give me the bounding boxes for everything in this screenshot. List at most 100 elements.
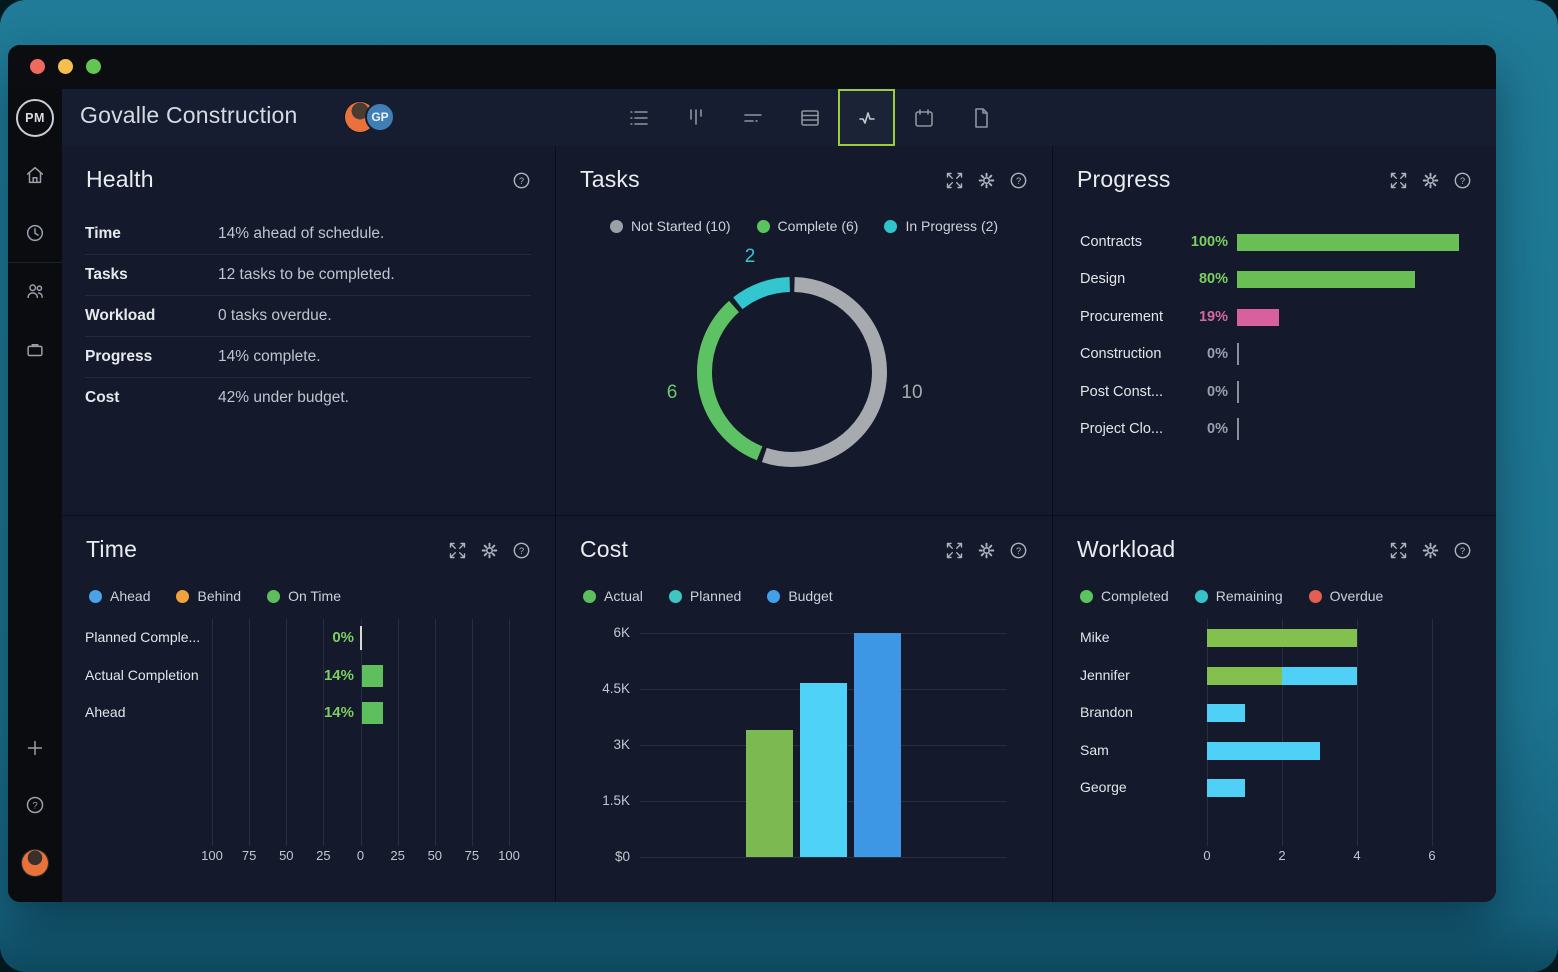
sidebar-item-portfolio[interactable] — [24, 339, 46, 361]
panel-cost: Cost ? Actual Planned Budget 6K 4.5K 3K 1.5K $… — [556, 516, 1053, 902]
progress-row-pct: 100% — [1190, 233, 1228, 250]
pm-logo-icon: PM — [16, 98, 54, 137]
grid-line — [640, 857, 1007, 858]
help-icon: ? — [1008, 170, 1030, 192]
x-axis-label: 2 — [1278, 848, 1286, 863]
tasks-legend-item[interactable]: Complete (6) — [756, 218, 858, 234]
expand-button[interactable] — [944, 540, 966, 562]
legend-dot — [583, 589, 596, 603]
workload-bar-remaining — [1207, 742, 1320, 760]
progress-row: Design 80% — [1080, 261, 1476, 298]
cost-legend-item[interactable]: Budget — [767, 588, 833, 604]
settings-button[interactable] — [976, 170, 998, 192]
time-row-label: Ahead — [85, 704, 126, 720]
toolbar-button-calendar-view[interactable] — [895, 89, 952, 146]
dashboard-view-icon — [855, 106, 879, 130]
cost-legend-item[interactable]: Actual — [583, 588, 643, 604]
zero-value-tick — [1237, 418, 1239, 440]
time-legend-item[interactable]: Ahead — [89, 588, 150, 604]
workload-legend-item[interactable]: Overdue — [1308, 588, 1383, 604]
help-button[interactable]: ? — [511, 540, 533, 562]
help-button[interactable]: ? — [1008, 170, 1030, 192]
expand-icon — [944, 170, 966, 192]
legend-dot — [1080, 589, 1093, 603]
close-window-button[interactable] — [30, 59, 45, 74]
donut-label: 2 — [744, 246, 756, 267]
x-axis-label: 0 — [1203, 848, 1211, 863]
sidebar-item-help[interactable]: ? — [24, 794, 46, 816]
workload-row-label: Jennifer — [1080, 667, 1130, 683]
legend-dot — [756, 219, 770, 233]
progress-row: Procurement 19% — [1080, 298, 1476, 335]
grid-line — [360, 619, 362, 846]
toolbar-button-dashboard-view[interactable] — [838, 89, 895, 146]
expand-button[interactable] — [1388, 170, 1410, 192]
health-row: Tasks 12 tasks to be completed. — [85, 255, 531, 296]
cost-column-chart: 6K 4.5K 3K 1.5K $0 — [556, 516, 1052, 902]
expand-button[interactable] — [447, 540, 469, 562]
progress-row: Construction 0% — [1080, 336, 1476, 373]
time-legend-item[interactable]: On Time — [267, 588, 341, 604]
sidebar-item-home[interactable] — [24, 164, 46, 186]
help-button[interactable]: ? — [1452, 540, 1474, 562]
legend-label: Completed — [1101, 588, 1169, 604]
toolbar-button-table-view[interactable] — [781, 89, 838, 146]
help-button[interactable]: ? — [511, 170, 533, 192]
svg-text:?: ? — [32, 801, 37, 812]
settings-button[interactable] — [976, 540, 998, 562]
sidebar-item-plus[interactable] — [24, 737, 46, 759]
legend-dot — [1308, 589, 1322, 603]
toolbar-button-gantt-view[interactable] — [667, 89, 724, 146]
legend-label: Behind — [197, 588, 242, 604]
y-axis-label: $0 — [614, 849, 630, 864]
settings-button[interactable] — [1420, 170, 1442, 192]
expand-button[interactable] — [1388, 540, 1410, 562]
settings-button[interactable] — [479, 540, 501, 562]
zoom-window-button[interactable] — [86, 59, 101, 74]
toolbar-button-sheet-view[interactable] — [724, 89, 781, 146]
help-button[interactable]: ? — [1008, 540, 1030, 562]
workload-legend-item[interactable]: Completed — [1080, 588, 1169, 604]
tasks-legend-item[interactable]: Not Started (10) — [609, 218, 731, 234]
grid-line — [286, 619, 288, 846]
minimize-window-button[interactable] — [58, 59, 73, 74]
sidebar-user-avatar[interactable] — [22, 850, 48, 876]
legend-dot — [267, 589, 281, 603]
window-titlebar — [8, 45, 1496, 89]
help-button[interactable]: ? — [1452, 170, 1474, 192]
donut-svg — [697, 277, 887, 467]
progress-row: Post Const... 0% — [1080, 373, 1476, 410]
expand-button[interactable] — [944, 170, 966, 192]
cost-legend-item[interactable]: Planned — [668, 588, 741, 604]
toolbar-button-list-view[interactable] — [610, 89, 667, 146]
workload-bar-remaining — [1207, 779, 1245, 797]
app-header: PM Govalle Construction GP — [8, 89, 1496, 147]
time-bar — [361, 702, 383, 724]
help-icon: ? — [511, 540, 533, 562]
time-legend-item[interactable]: Behind — [176, 588, 241, 604]
toolbar-button-report-view[interactable] — [952, 89, 1009, 146]
workload-bar-completed — [1207, 667, 1282, 685]
portfolio-icon — [24, 339, 46, 361]
donut-segment-not-started — [697, 277, 887, 467]
settings-button[interactable] — [1420, 540, 1442, 562]
health-row-value: 14% ahead of schedule. — [218, 225, 385, 242]
app-window: PM Govalle Construction GP ? Health ? Ti… — [8, 45, 1496, 902]
initials-avatar[interactable]: GP — [365, 102, 395, 132]
donut-segment-complete — [697, 277, 887, 467]
tasks-legend-item[interactable]: In Progress (2) — [884, 218, 998, 234]
list-view-icon — [627, 106, 651, 130]
progress-row-pct: 80% — [1198, 271, 1228, 287]
workload-legend-item[interactable]: Remaining — [1194, 588, 1283, 604]
x-axis-label: 100 — [201, 848, 223, 863]
progress-bar — [1237, 308, 1279, 326]
svg-text:?: ? — [1460, 546, 1465, 556]
sidebar-item-clock[interactable] — [24, 222, 46, 244]
app-logo[interactable]: PM — [8, 89, 62, 146]
panel-title: Tasks — [580, 166, 640, 192]
grid-line — [397, 619, 399, 846]
sidebar-item-team[interactable] — [24, 280, 46, 302]
grid-line — [509, 619, 510, 846]
health-row: Cost 42% under budget. — [85, 378, 531, 418]
time-row-label: Planned Comple... — [85, 629, 201, 645]
